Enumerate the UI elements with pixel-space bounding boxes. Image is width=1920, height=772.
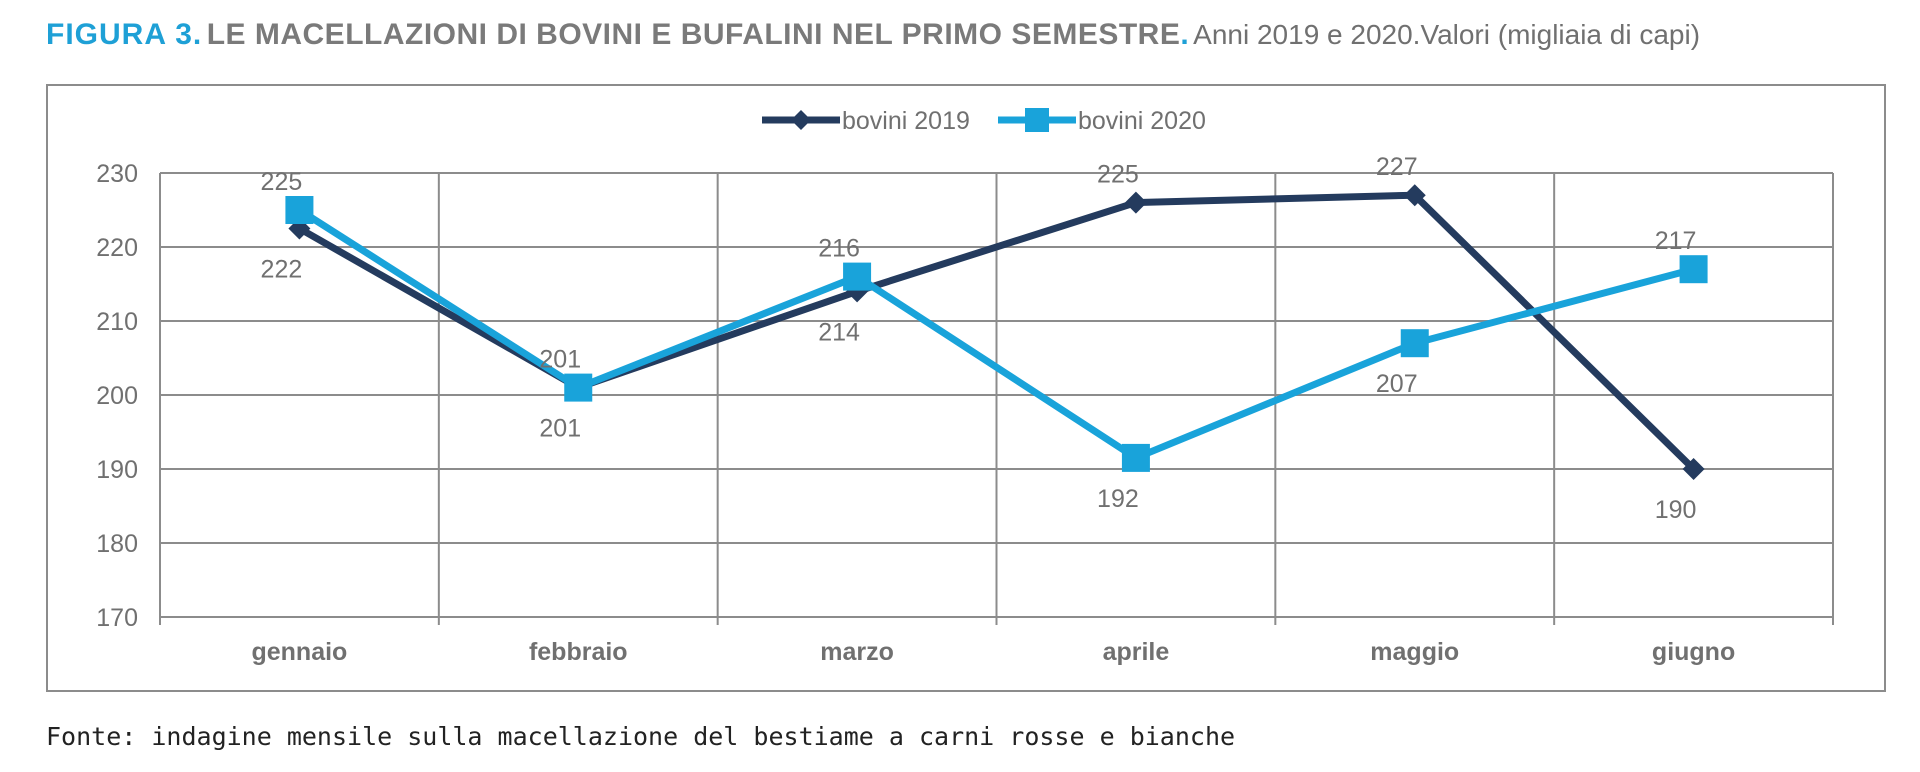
data-label: 207	[1376, 370, 1418, 398]
data-point-bovini-2020	[1679, 255, 1708, 284]
data-point-bovini-2019	[1124, 191, 1147, 214]
y-tick-label: 200	[96, 382, 138, 410]
data-label: 225	[1097, 161, 1139, 189]
y-tick-label: 180	[96, 530, 138, 558]
x-tick-label: marzo	[820, 638, 894, 666]
chart-frame	[46, 84, 1886, 692]
y-tick-label: 220	[96, 234, 138, 262]
data-point-bovini-2020	[1121, 443, 1150, 472]
x-tick-label: maggio	[1370, 638, 1459, 666]
figure-title-dot: .	[1180, 18, 1189, 51]
series-line-bovini-2020	[297, 207, 1695, 462]
data-label: 192	[1097, 485, 1139, 513]
legend-label: bovini 2019	[842, 107, 970, 135]
x-tick-label: febbraio	[529, 638, 628, 666]
data-point-bovini-2020	[1400, 329, 1429, 358]
source-note: Fonte: indagine mensile sulla macellazio…	[46, 722, 1236, 751]
legend-marker	[1025, 108, 1049, 132]
x-tick-label: giugno	[1652, 638, 1735, 666]
data-label: 227	[1376, 153, 1418, 181]
data-point-bovini-2020	[843, 262, 872, 291]
data-label: 201	[539, 346, 581, 374]
y-tick-label: 190	[96, 456, 138, 484]
x-tick-label: gennaio	[251, 638, 347, 666]
figure-title: FIGURA 3. LE MACELLAZIONI DI BOVINI E BU…	[46, 18, 1700, 52]
y-tick-label: 170	[96, 604, 138, 632]
data-point-bovini-2020	[285, 196, 314, 224]
y-tick-label: 210	[96, 308, 138, 336]
y-tick-label: 230	[96, 160, 138, 188]
data-point-bovini-2019	[1403, 184, 1426, 207]
data-label: 225	[261, 168, 303, 196]
data-label: 190	[1655, 496, 1697, 524]
legend-marker	[791, 110, 811, 130]
data-point-bovini-2019	[1682, 458, 1705, 480]
data-label: 201	[539, 415, 581, 443]
data-label: 217	[1655, 227, 1697, 255]
data-point-bovini-2020	[564, 373, 593, 402]
data-label: 214	[818, 318, 860, 346]
x-tick-label: aprile	[1103, 638, 1170, 666]
figure-label: FIGURA 3.	[46, 18, 203, 51]
data-label: 222	[261, 256, 303, 284]
figure-subtitle: Anni 2019 e 2020.Valori (migliaia di cap…	[1193, 19, 1701, 50]
figure-main-title: LE MACELLAZIONI DI BOVINI E BUFALINI NEL…	[206, 18, 1181, 51]
data-label: 216	[818, 235, 860, 263]
legend-label: bovini 2020	[1078, 107, 1206, 135]
